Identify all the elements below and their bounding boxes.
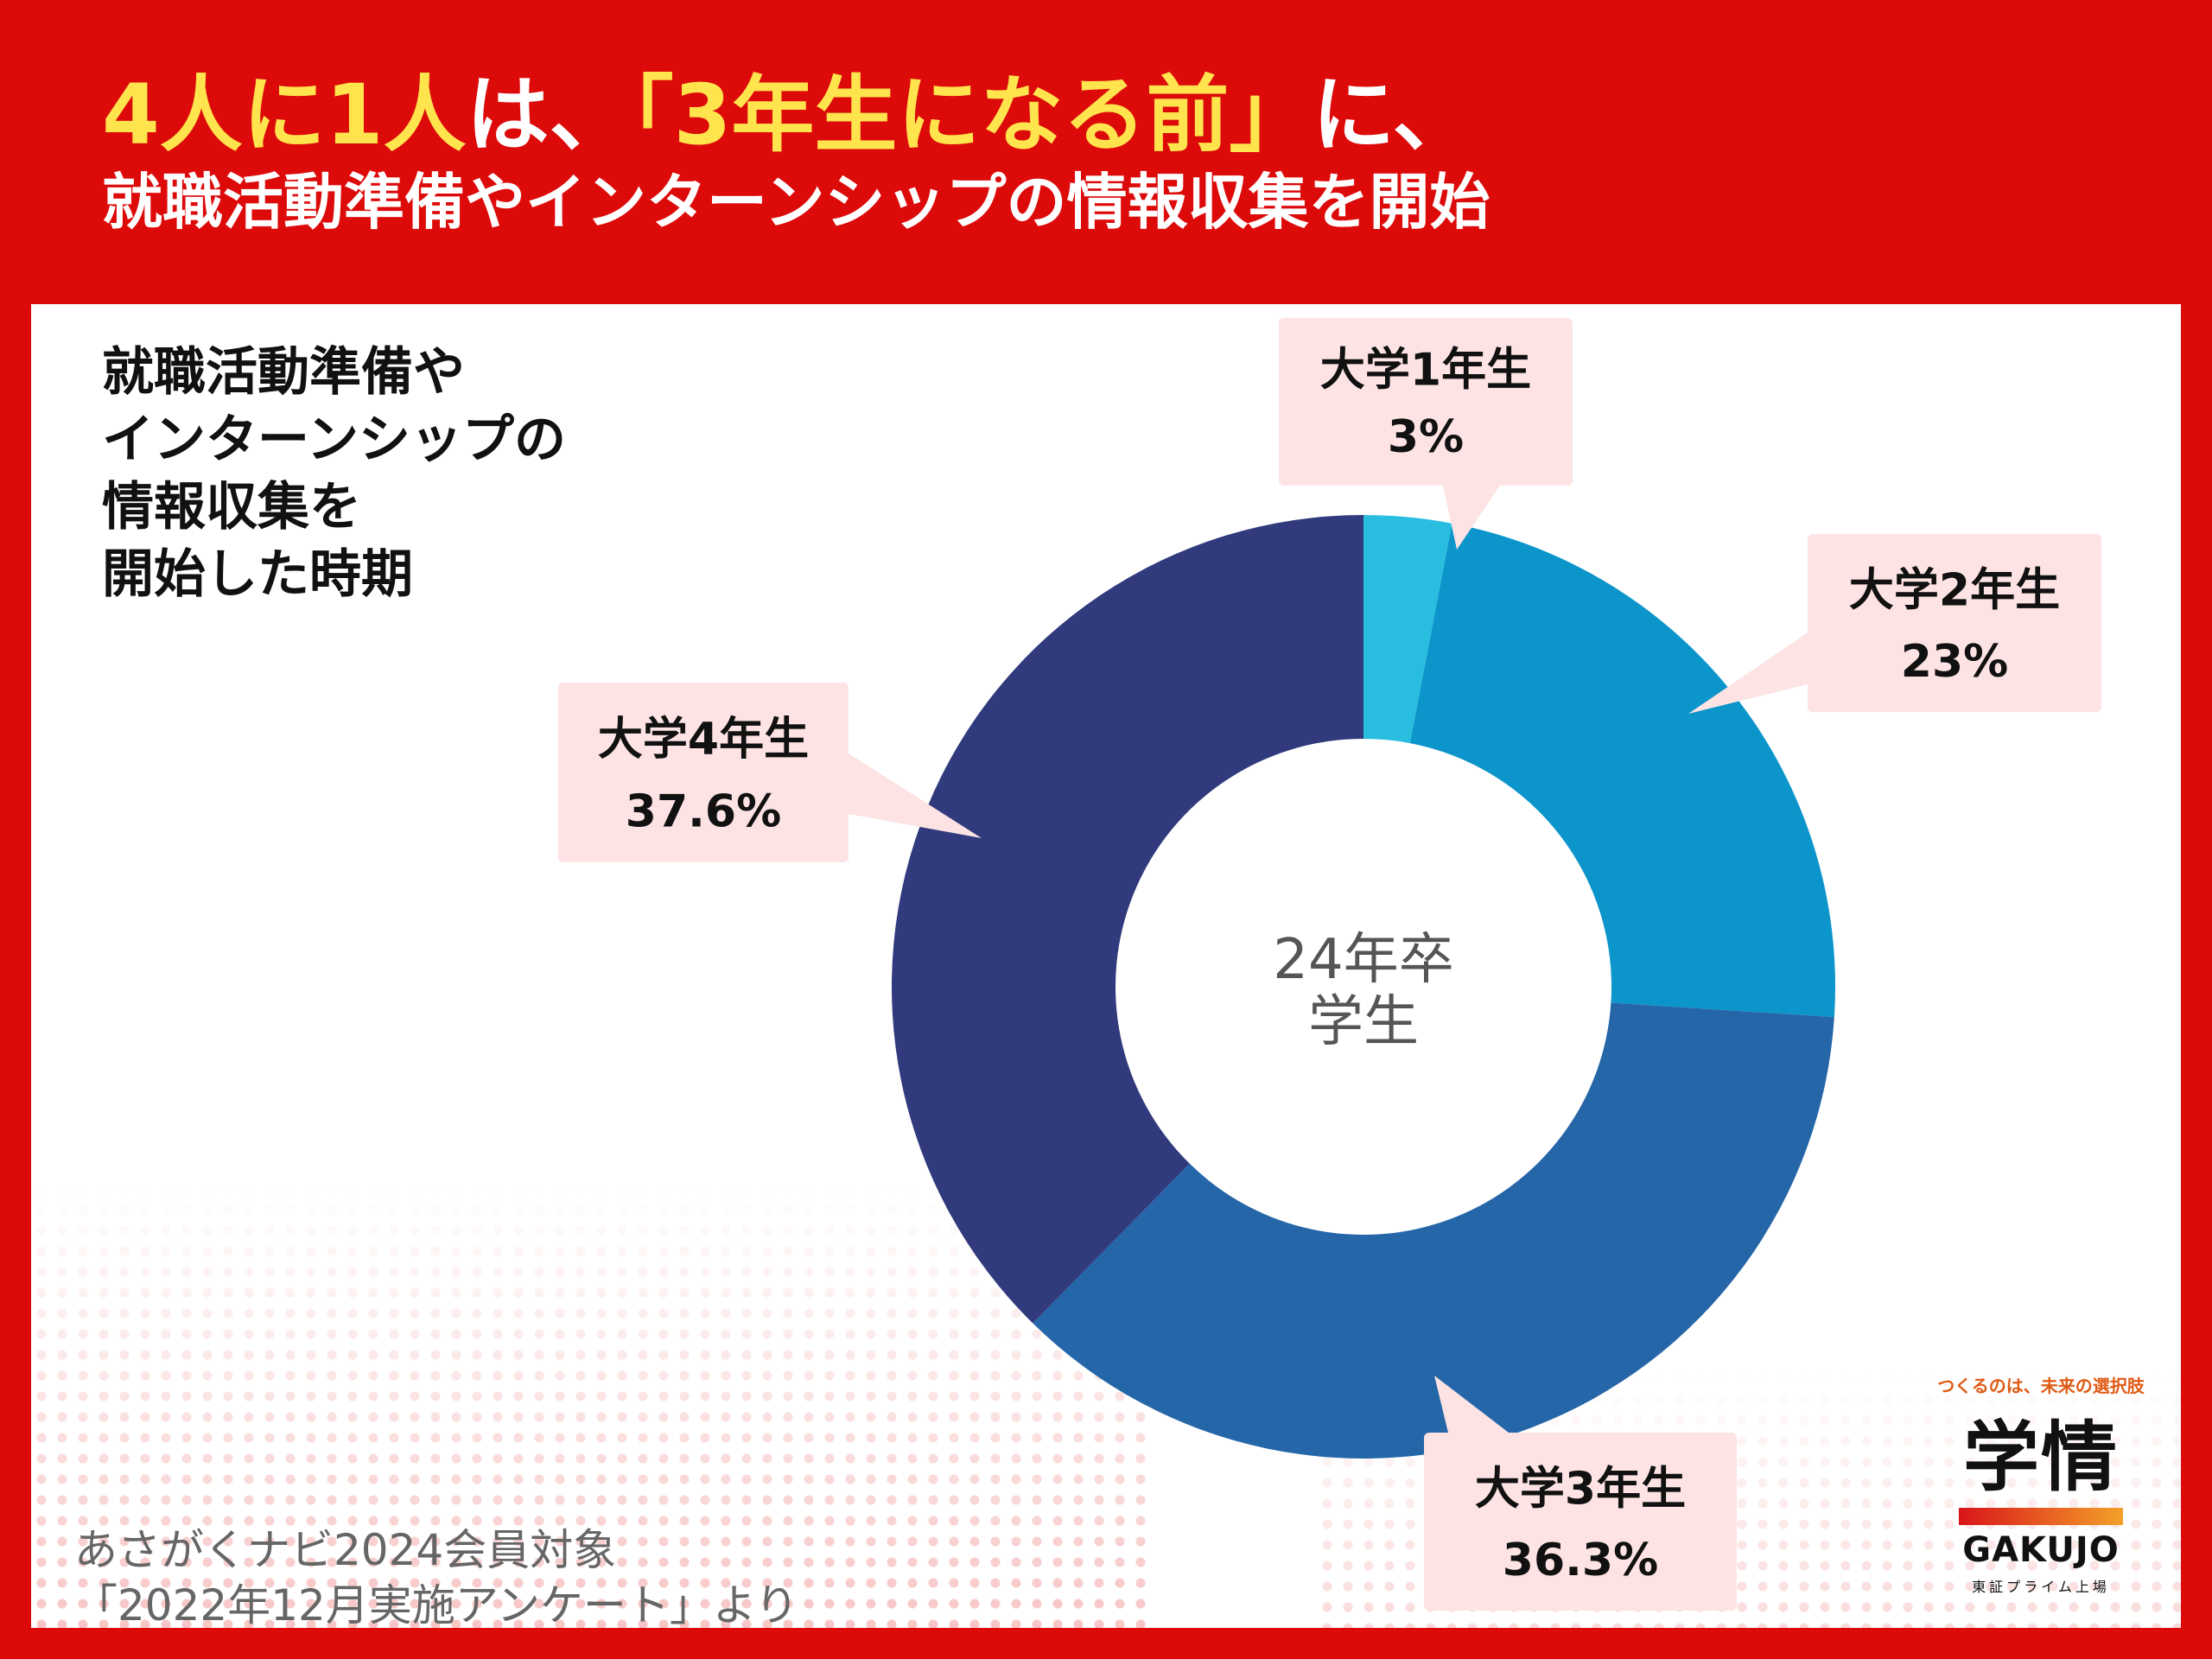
callout-box xyxy=(558,683,849,862)
callout-pointer xyxy=(849,753,982,838)
logo-name: GAKUJO xyxy=(1962,1530,2120,1570)
callout-3: 大学3年生 36.3% xyxy=(1424,1376,1737,1611)
content-panel: 就職活動準備や インターンシップの 情報収集を 開始した時期 24年卒 学生 大学1… xyxy=(31,304,2181,1628)
callout-2: 大学2年生 23% xyxy=(1688,534,2101,714)
headline: 4人に1人は、「3年生になる前」に、 就職活動準備やインターンシップの情報収集を… xyxy=(102,67,1491,238)
source-note: あさがくナビ2024会員対象 「2022年12月実施アンケート」より xyxy=(74,1522,798,1628)
value-label: 3% xyxy=(1388,411,1464,463)
callout-pointer xyxy=(1443,486,1500,550)
headline-highlight-a: 4人に1人 xyxy=(102,67,467,163)
logo-mark: 学情 xyxy=(1962,1413,2119,1502)
slice-3 xyxy=(1033,1002,1834,1459)
value-label: 23% xyxy=(1901,636,2008,688)
headline-highlight-b: 「3年生になる前」 xyxy=(632,67,1313,163)
slice-2 xyxy=(1409,523,1835,1018)
callout-box xyxy=(1424,1433,1737,1611)
slice-4 xyxy=(891,515,1363,1324)
gakujo-logo: つくるのは、未来の選択肢 学情 GAKUJO 東証プライム上場 xyxy=(1920,1350,2162,1600)
value-label: 37.6% xyxy=(626,785,781,837)
callout-box xyxy=(1808,534,2101,712)
callout-pointer xyxy=(1434,1376,1509,1433)
logo-subtitle: 東証プライム上場 xyxy=(1972,1579,2110,1595)
logo-gradient-bar xyxy=(1959,1508,2123,1525)
dot-pattern-left xyxy=(31,1179,1154,1628)
callout-1: 大学1年生 3% xyxy=(1279,318,1573,550)
slice-1 xyxy=(1363,515,1452,744)
center-label-line-2: 学生 xyxy=(1308,990,1419,1054)
headline-line-1: 4人に1人は、「3年生になる前」に、 xyxy=(102,67,1491,162)
category-label: 大学4年生 xyxy=(598,714,809,766)
category-label: 大学2年生 xyxy=(1849,564,2060,616)
logo-tagline: つくるのは、未来の選択肢 xyxy=(1937,1376,2145,1396)
center-label-line-1: 24年卒 xyxy=(1273,928,1453,992)
source-line-1: あさがくナビ2024会員対象 xyxy=(74,1525,617,1575)
headline-text-a: は、 xyxy=(466,67,632,163)
category-label: 大学3年生 xyxy=(1475,1463,1686,1515)
callout-4: 大学4年生 37.6% xyxy=(558,683,982,862)
source-line-2: 「2022年12月実施アンケート」より xyxy=(74,1580,798,1628)
category-label: 大学1年生 xyxy=(1320,345,1531,397)
chart-title: 就職活動準備や インターンシップの 情報収集を 開始した時期 xyxy=(102,342,566,605)
callout-box xyxy=(1279,318,1573,486)
callout-pointer xyxy=(1688,632,1808,714)
value-label: 36.3% xyxy=(1503,1535,1658,1586)
headline-line-2: 就職活動準備やインターンシップの情報収集を開始 xyxy=(102,167,1491,238)
headline-text-b: に、 xyxy=(1312,67,1476,163)
